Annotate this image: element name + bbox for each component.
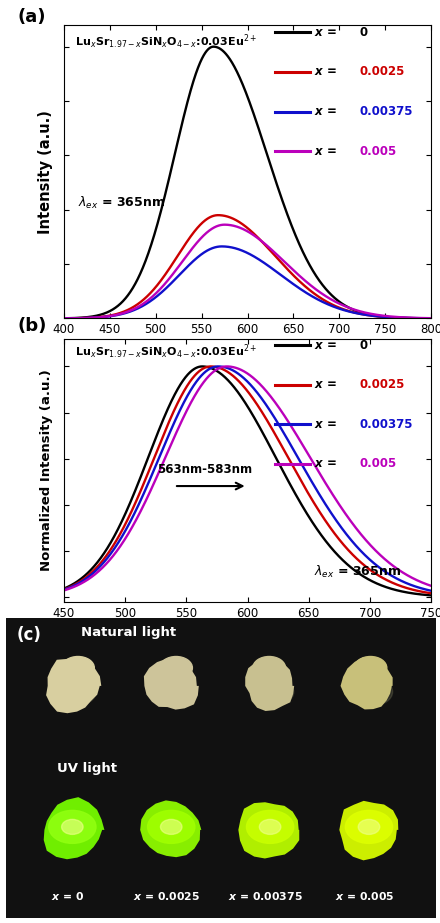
Text: $\bfit{x}$ = 0.0025: $\bfit{x}$ = 0.0025 bbox=[133, 890, 201, 902]
Text: $\lambda_{ex}$ = 365nm: $\lambda_{ex}$ = 365nm bbox=[78, 195, 165, 211]
X-axis label: Wavelength (nm): Wavelength (nm) bbox=[176, 625, 319, 641]
Text: $\bfit{x}$ =: $\bfit{x}$ = bbox=[314, 26, 337, 39]
Circle shape bbox=[345, 810, 392, 844]
Text: $\bfit{x}$ =: $\bfit{x}$ = bbox=[314, 105, 337, 118]
Circle shape bbox=[57, 678, 96, 705]
Text: 0.005: 0.005 bbox=[359, 145, 397, 158]
Circle shape bbox=[49, 810, 96, 844]
Text: $\bfit{x}$ =: $\bfit{x}$ = bbox=[314, 66, 337, 78]
Polygon shape bbox=[339, 801, 398, 860]
Text: $\bfit{x}$ = 0.005: $\bfit{x}$ = 0.005 bbox=[335, 890, 395, 902]
Text: 0.00375: 0.00375 bbox=[359, 105, 413, 118]
Polygon shape bbox=[341, 657, 392, 710]
Circle shape bbox=[160, 656, 192, 679]
Text: $\bfit{x}$ =: $\bfit{x}$ = bbox=[314, 339, 337, 352]
Text: Lu$_x$Sr$_{1.97-x}$SiN$_x$O$_{4-x}$:0.03Eu$^{2+}$: Lu$_x$Sr$_{1.97-x}$SiN$_x$O$_{4-x}$:0.03… bbox=[75, 32, 257, 51]
Text: $\bfit{x}$ =: $\bfit{x}$ = bbox=[314, 378, 337, 391]
Polygon shape bbox=[44, 797, 104, 859]
Text: $\bfit{x}$ = 0.00375: $\bfit{x}$ = 0.00375 bbox=[228, 890, 303, 902]
Polygon shape bbox=[245, 658, 294, 711]
Circle shape bbox=[246, 810, 294, 844]
Text: 0.0025: 0.0025 bbox=[359, 66, 405, 78]
Circle shape bbox=[156, 678, 195, 705]
Y-axis label: Normalized Intensity (a.u.): Normalized Intensity (a.u.) bbox=[40, 369, 53, 571]
Text: $\bfit{x}$ =: $\bfit{x}$ = bbox=[314, 418, 337, 431]
Circle shape bbox=[255, 678, 294, 705]
Circle shape bbox=[358, 820, 380, 834]
Circle shape bbox=[259, 820, 281, 834]
Y-axis label: Intensity (a.u.): Intensity (a.u.) bbox=[38, 110, 53, 234]
Circle shape bbox=[161, 820, 182, 834]
Text: (a): (a) bbox=[18, 8, 46, 26]
Text: 0.0025: 0.0025 bbox=[359, 378, 405, 391]
Text: Natural light: Natural light bbox=[81, 626, 176, 639]
Text: $\bfit{x}$ =: $\bfit{x}$ = bbox=[314, 145, 337, 158]
Circle shape bbox=[253, 656, 286, 679]
Polygon shape bbox=[140, 800, 202, 857]
Text: $\bfit{x}$ =: $\bfit{x}$ = bbox=[314, 457, 337, 470]
Circle shape bbox=[354, 656, 387, 679]
Text: UV light: UV light bbox=[57, 762, 117, 775]
Text: 0: 0 bbox=[359, 339, 368, 352]
Text: $\lambda_{ex}$ = 365nm: $\lambda_{ex}$ = 365nm bbox=[314, 563, 401, 580]
Text: 0.005: 0.005 bbox=[359, 457, 397, 470]
Circle shape bbox=[62, 820, 83, 834]
Polygon shape bbox=[46, 659, 101, 713]
Text: (c): (c) bbox=[16, 626, 41, 644]
X-axis label: Wavelength (nm): Wavelength (nm) bbox=[176, 342, 319, 357]
Circle shape bbox=[147, 810, 195, 844]
Text: 0.00375: 0.00375 bbox=[359, 418, 413, 431]
Text: 563nm-583nm: 563nm-583nm bbox=[158, 463, 253, 476]
Text: $\bfit{x}$ = 0: $\bfit{x}$ = 0 bbox=[51, 890, 84, 902]
Circle shape bbox=[62, 656, 94, 679]
Text: Lu$_x$Sr$_{1.97-x}$SiN$_x$O$_{4-x}$:0.03Eu$^{2+}$: Lu$_x$Sr$_{1.97-x}$SiN$_x$O$_{4-x}$:0.03… bbox=[75, 342, 257, 361]
Polygon shape bbox=[238, 802, 299, 858]
Circle shape bbox=[354, 678, 392, 705]
Text: 0: 0 bbox=[359, 26, 368, 39]
Polygon shape bbox=[144, 658, 199, 710]
Text: (b): (b) bbox=[18, 317, 47, 335]
